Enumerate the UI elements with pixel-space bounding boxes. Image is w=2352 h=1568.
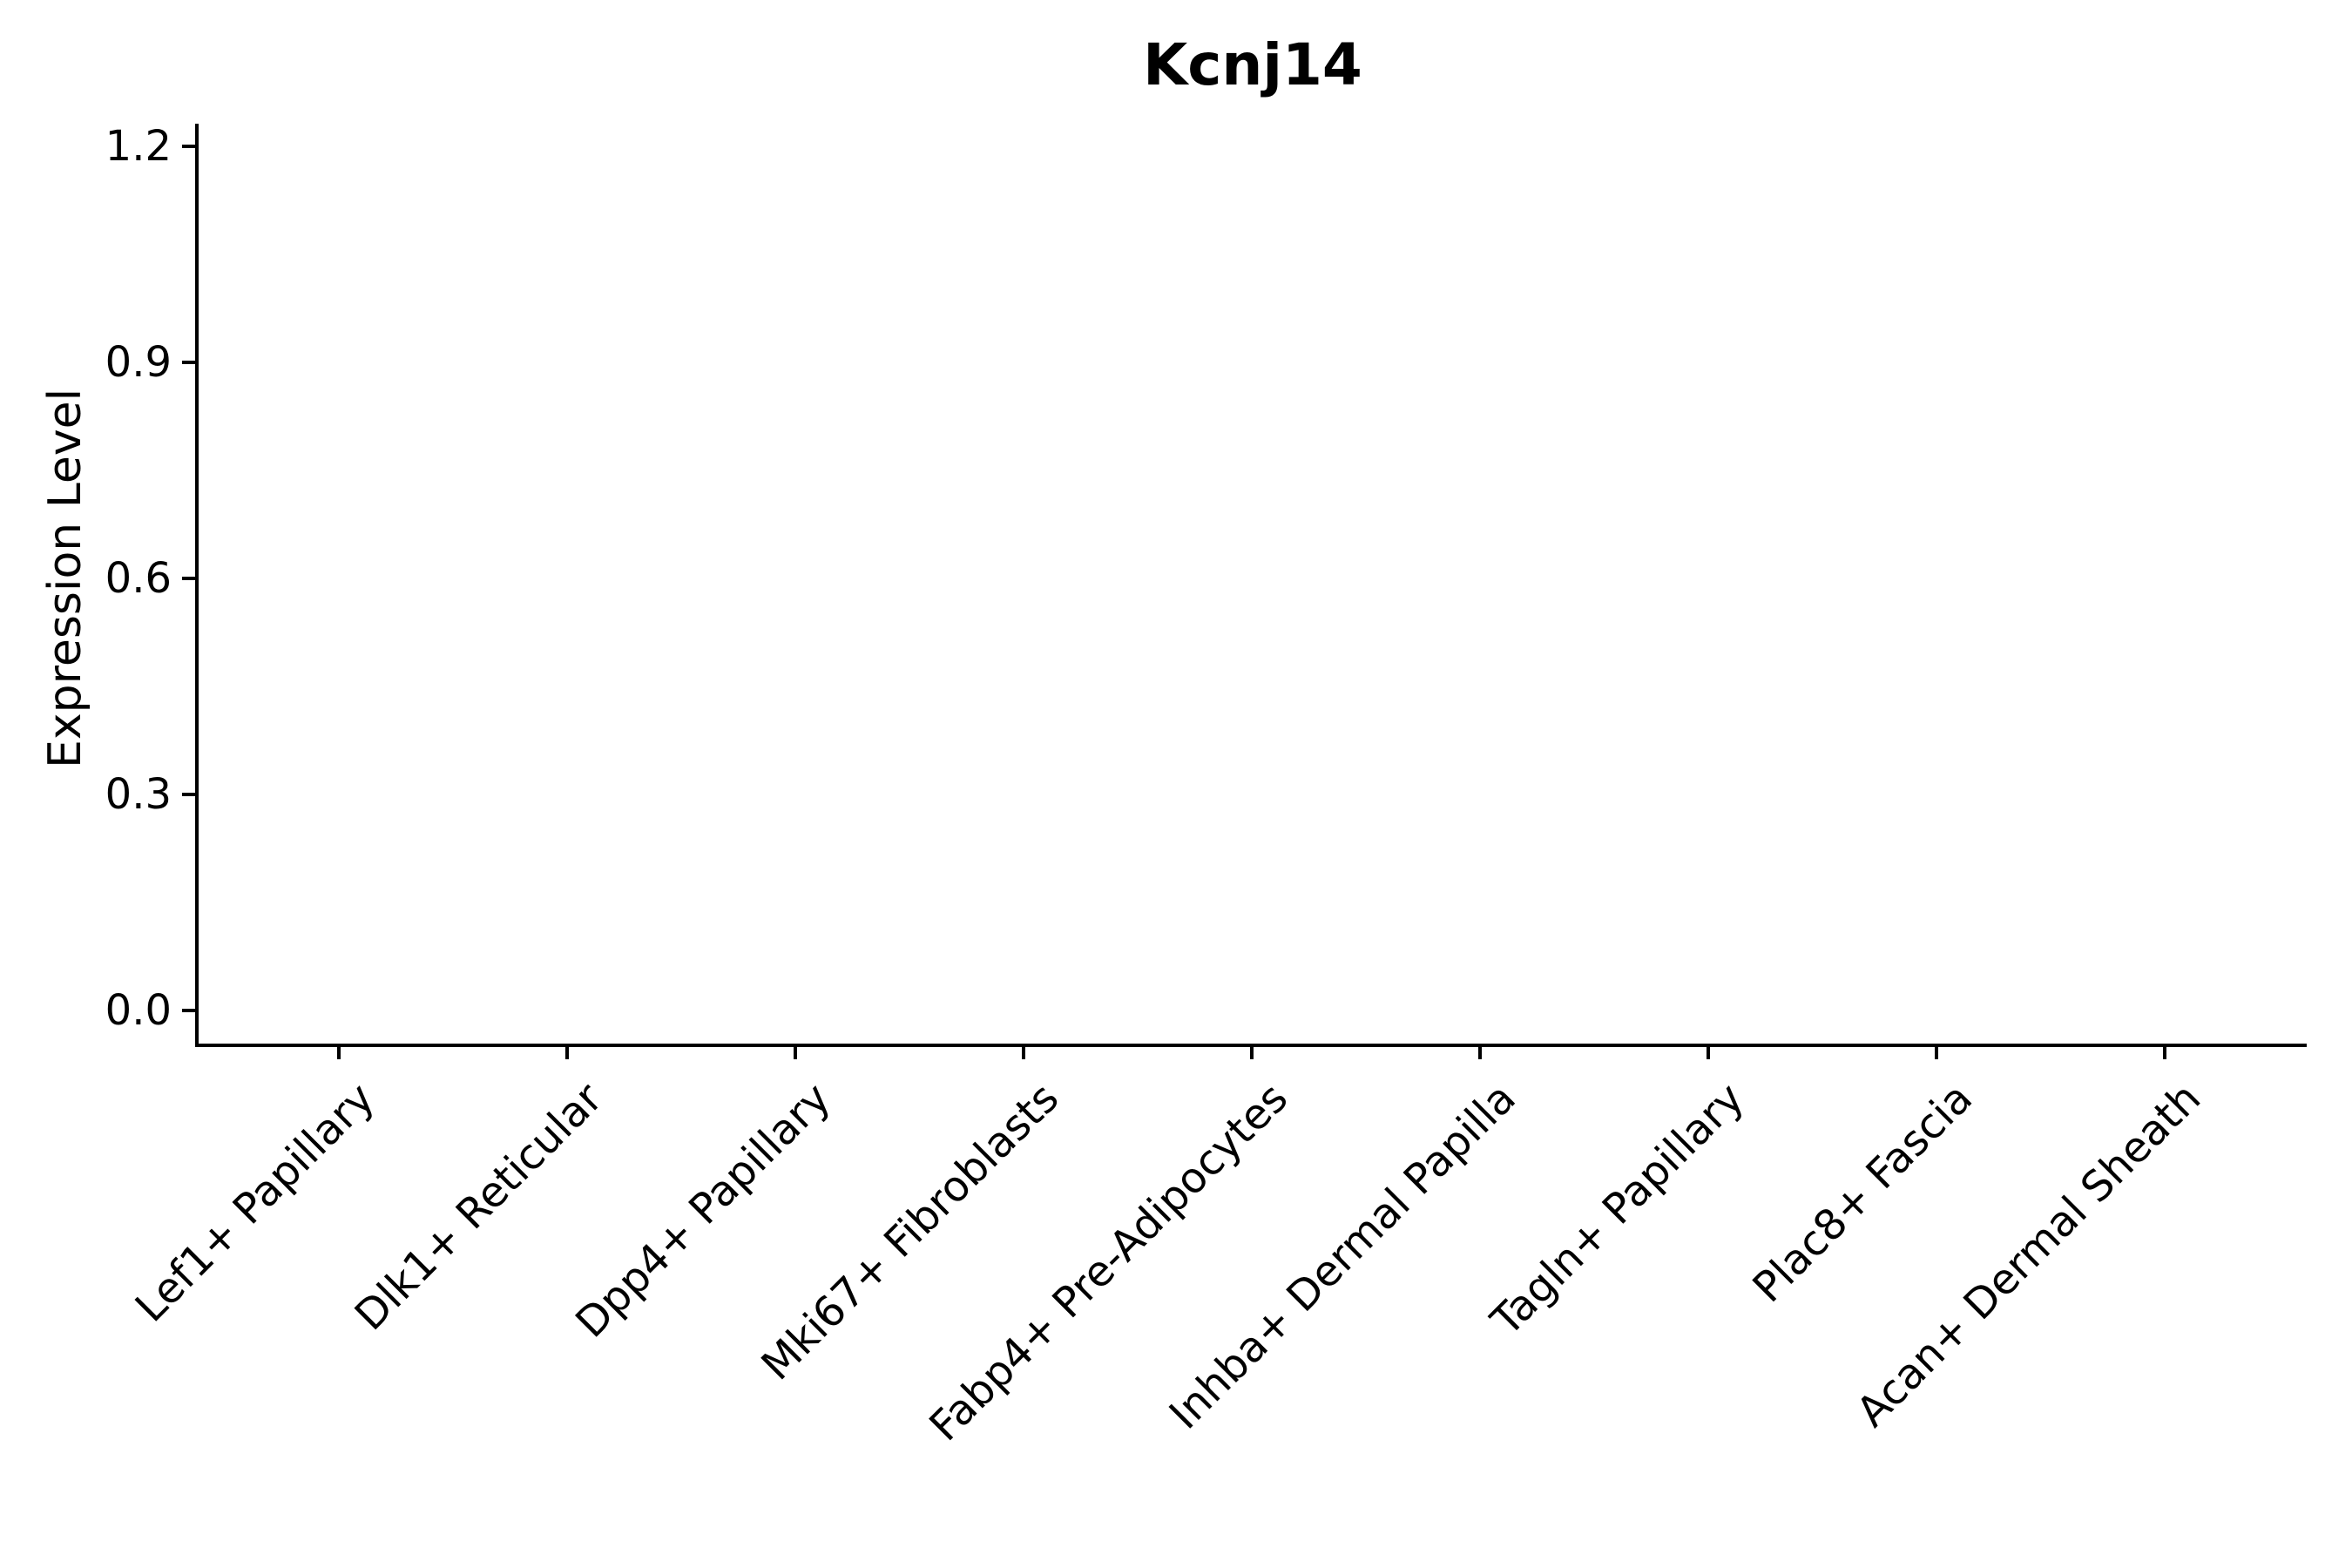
y-tick-label: 0.3 (105, 769, 172, 819)
y-tick-label: 1.2 (105, 121, 172, 171)
y-tick (182, 360, 195, 364)
y-tick-label: 0.9 (105, 337, 172, 387)
x-tick (1249, 1047, 1254, 1059)
x-tick-label: Plac8+ Fascia (1743, 1073, 1982, 1313)
x-tick (1706, 1047, 1710, 1059)
x-tick (564, 1047, 569, 1059)
chart-title: Kcnj14 (1143, 31, 1362, 98)
y-tick-label: 0.6 (105, 553, 172, 603)
y-axis-spine (195, 124, 199, 1047)
x-tick (793, 1047, 797, 1059)
x-tick-label: Dpp4+ Papillary (566, 1073, 841, 1348)
x-tick (1934, 1047, 1938, 1059)
y-tick (182, 792, 195, 796)
x-tick (336, 1047, 341, 1059)
x-tick-label: Lef1+ Papillary (125, 1073, 384, 1332)
x-tick (2162, 1047, 2166, 1059)
x-axis-spine (195, 1044, 2307, 1047)
y-tick (182, 144, 195, 148)
x-tick (1021, 1047, 1025, 1059)
y-tick (182, 1009, 195, 1012)
x-tick-label: Tagln+ Papillary (1482, 1073, 1754, 1346)
y-tick-label: 0.0 (105, 986, 172, 1035)
x-tick-label: Dlk1+ Reticular (346, 1073, 612, 1341)
y-tick (182, 576, 195, 580)
x-tick (1477, 1047, 1482, 1059)
